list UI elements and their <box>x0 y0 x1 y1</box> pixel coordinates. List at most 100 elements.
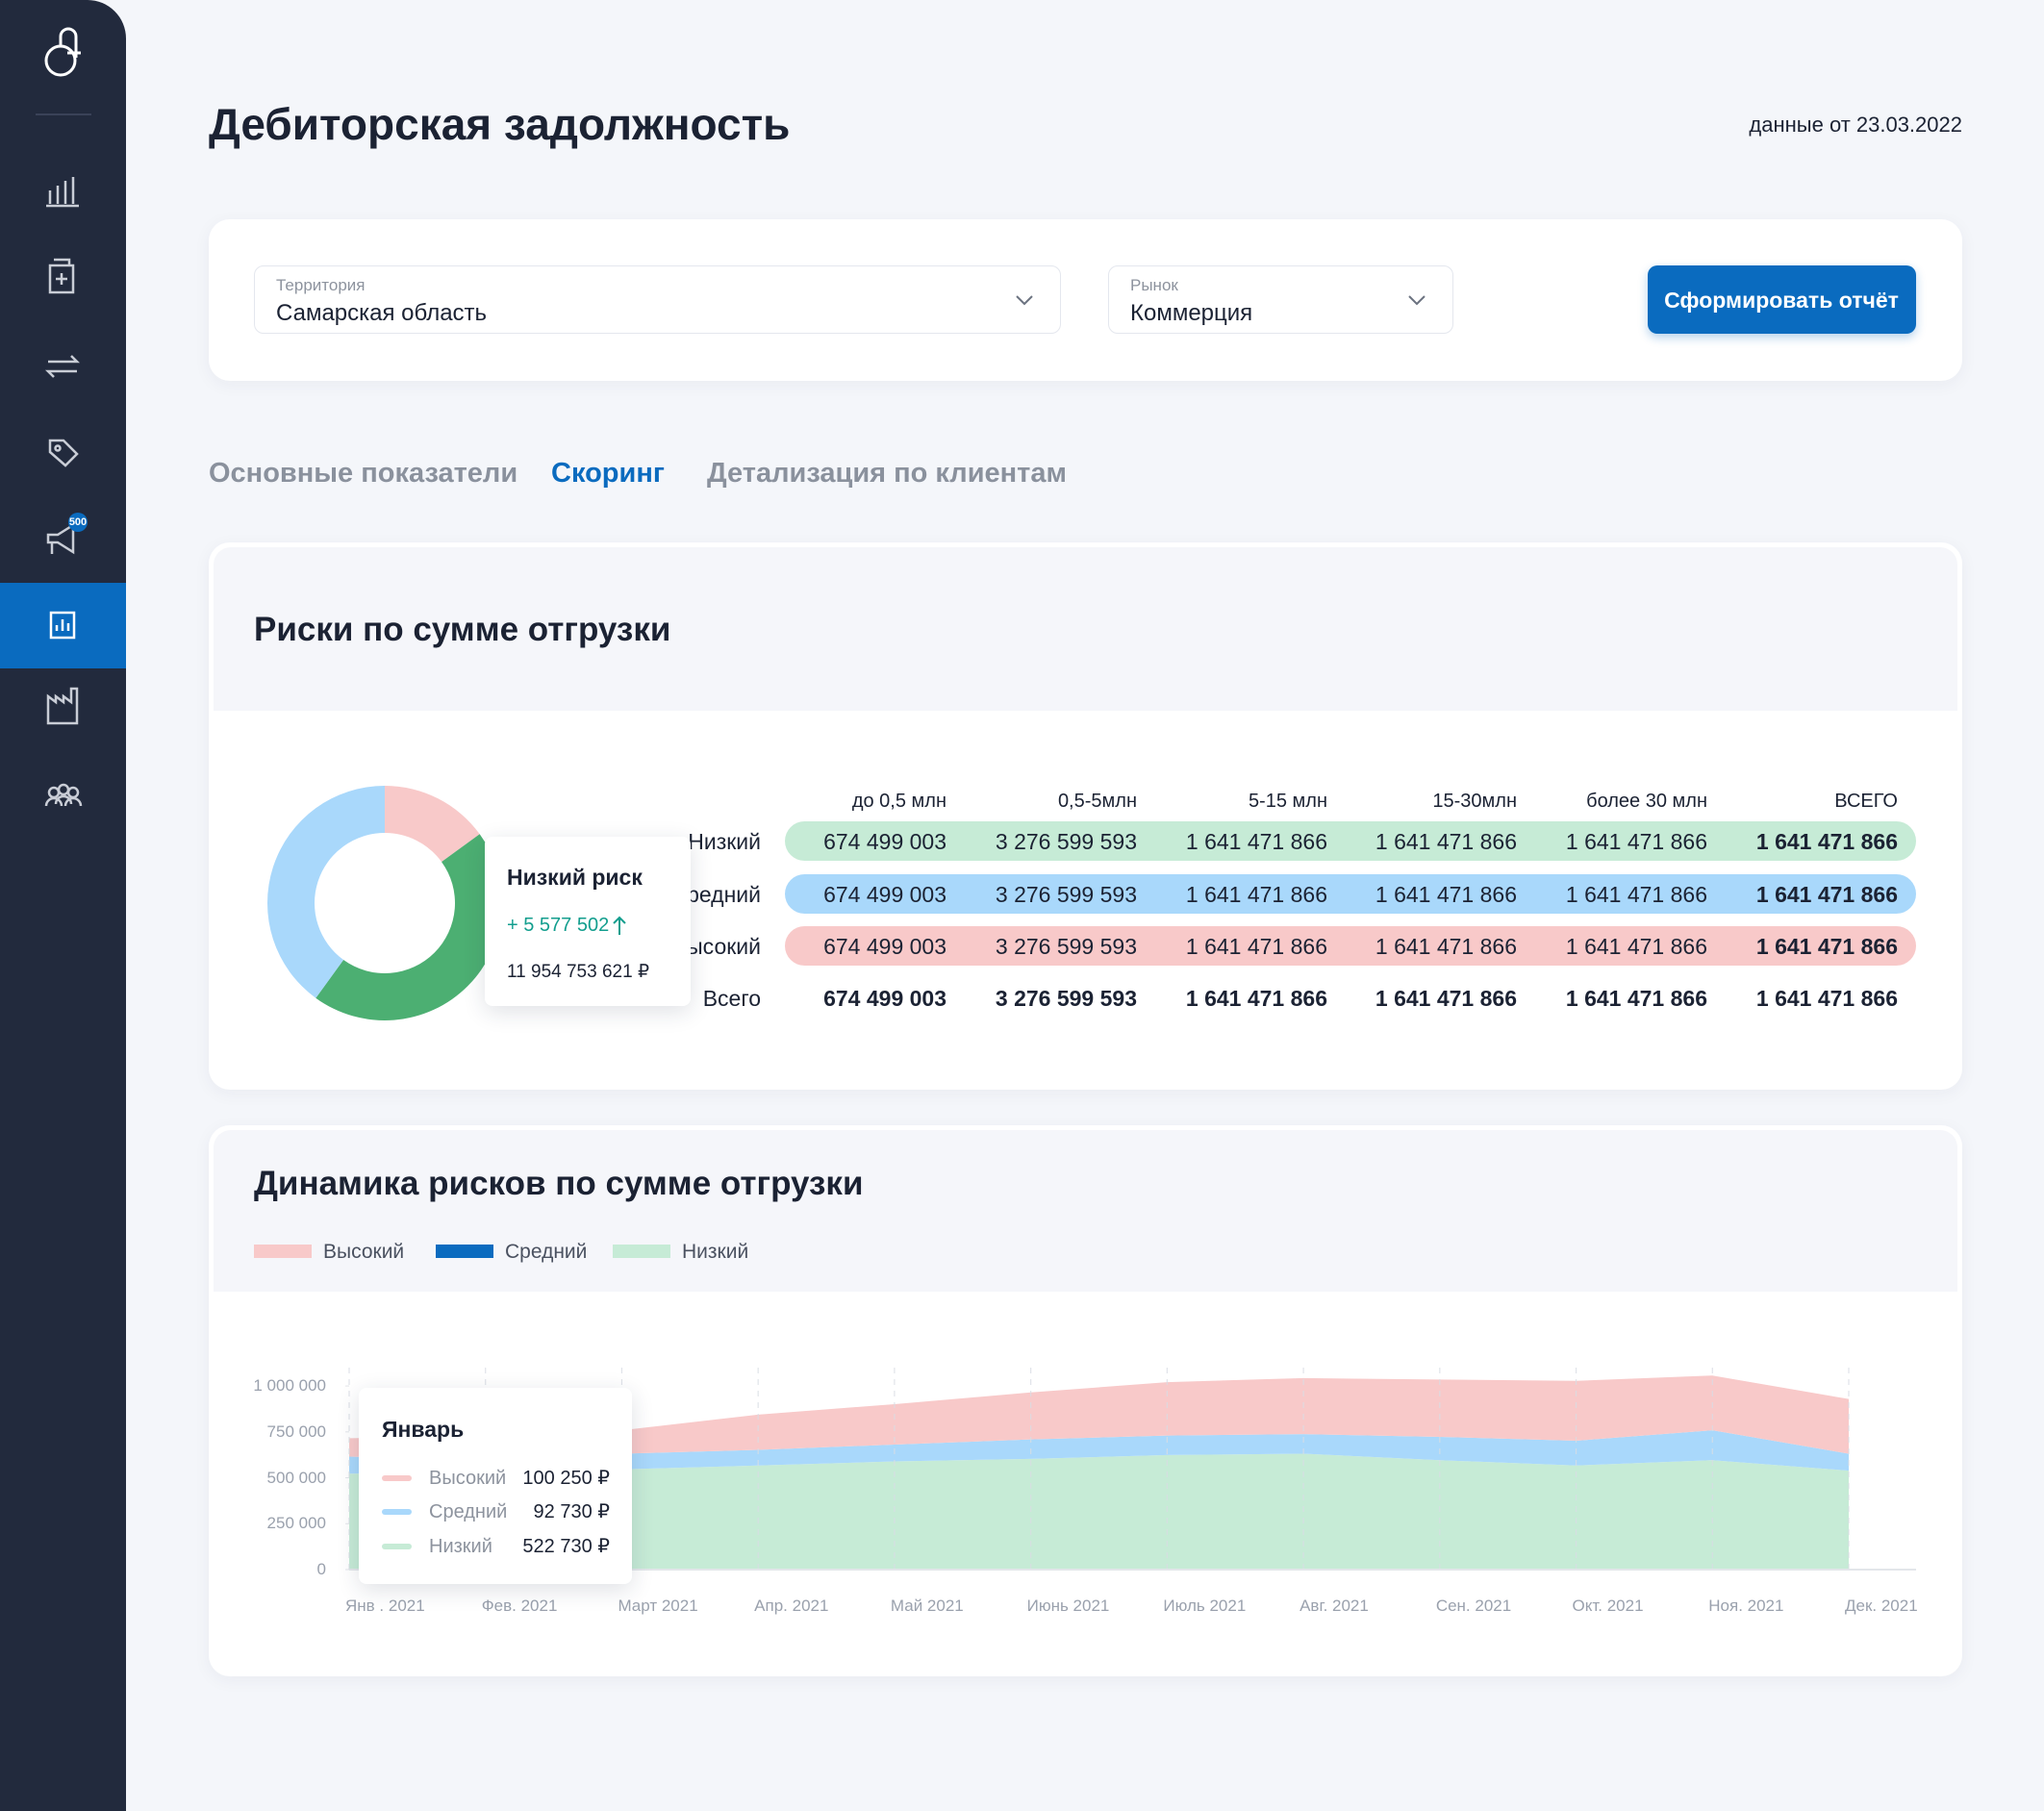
cell: 1 641 471 866 <box>1755 882 1898 907</box>
x-tick-label: Апр. 2021 <box>754 1597 829 1615</box>
select-value: Самарская область <box>276 299 488 326</box>
cell: 1 641 471 866 <box>1565 986 1707 1011</box>
x-tick-label: Дек. 2021 <box>1845 1597 1918 1615</box>
legend-label: Высокий <box>323 1240 405 1263</box>
column-header: ВСЕГО <box>1834 791 1898 812</box>
legend-swatch <box>254 1245 312 1258</box>
tooltip-swatch <box>382 1544 412 1549</box>
x-tick-label: Окт. 2021 <box>1572 1597 1644 1615</box>
cell: 1 641 471 866 <box>1185 986 1327 1011</box>
tooltip-swatch <box>382 1475 412 1481</box>
cell: 1 641 471 866 <box>1755 829 1898 854</box>
icon-charts[interactable] <box>46 177 79 208</box>
tab[interactable]: Детализация по клиентам <box>707 458 1067 489</box>
row-label: Низкий <box>688 829 761 854</box>
tooltip-change: + 5 577 502 <box>507 915 610 936</box>
tooltip-swatch <box>382 1509 412 1515</box>
cell: 1 641 471 866 <box>1185 882 1327 907</box>
x-tick-label: Сен. 2021 <box>1435 1597 1512 1615</box>
button[interactable] <box>1648 265 1916 334</box>
tooltip-value: 100 250 ₽ <box>522 1468 610 1489</box>
sidebar: 500 <box>0 0 126 1811</box>
select[interactable] <box>254 265 1061 334</box>
icon-scoring[interactable] <box>49 611 76 640</box>
cell: 674 499 003 <box>823 934 946 959</box>
legend-swatch <box>613 1245 670 1258</box>
row-pill <box>785 874 1916 914</box>
tab[interactable]: Основные показатели <box>209 458 518 489</box>
icon-tag[interactable] <box>48 439 79 467</box>
page-title: Дебиторская задолжность <box>209 99 791 149</box>
select-label: Территория <box>276 276 366 294</box>
button-label[interactable]: Сформировать отчёт <box>1664 288 1899 313</box>
cell: 674 499 003 <box>823 882 946 907</box>
row-pill <box>785 821 1916 861</box>
icon-meds[interactable] <box>48 258 75 294</box>
tab[interactable]: Скоринг <box>551 458 665 489</box>
x-tick-label: Июнь 2021 <box>1026 1597 1110 1615</box>
column-header: 15-30млн <box>1432 791 1517 812</box>
cell: 1 641 471 866 <box>1565 882 1707 907</box>
column-header: до 0,5 млн <box>851 791 946 812</box>
badge <box>68 513 88 532</box>
cell: 3 276 599 593 <box>995 829 1137 854</box>
arrow-up <box>612 915 627 936</box>
x-tick-label: Март 2021 <box>618 1597 698 1615</box>
x-tick-label: Янв . 2021 <box>345 1597 425 1615</box>
row-pill <box>785 926 1916 966</box>
x-tick-label: Май 2021 <box>890 1597 964 1615</box>
row-label: Всего <box>702 986 761 1011</box>
y-tick-label: 1 000 000 <box>253 1376 326 1396</box>
cell: 3 276 599 593 <box>995 934 1137 959</box>
tooltip <box>485 837 691 1006</box>
select-value: Коммерция <box>1130 299 1253 326</box>
cell: 1 641 471 866 <box>1375 829 1517 854</box>
risk-card <box>209 542 1962 1090</box>
select-label: Рынок <box>1130 276 1178 294</box>
tooltip-value: 92 730 ₽ <box>533 1501 610 1522</box>
data-date: данные от 23.03.2022 <box>1749 112 1962 137</box>
cell: 1 641 471 866 <box>1375 934 1517 959</box>
y-tick-label: 250 000 <box>266 1514 326 1533</box>
cell: 3 276 599 593 <box>995 882 1137 907</box>
cell: 674 499 003 <box>823 986 946 1011</box>
card-title: Риски по сумме отгрузки <box>254 611 671 648</box>
icon-promo[interactable] <box>46 522 75 555</box>
legend-swatch <box>436 1245 493 1258</box>
cell: 1 641 471 866 <box>1565 829 1707 854</box>
cell: 1 641 471 866 <box>1565 934 1707 959</box>
column-header: 0,5-5млн <box>1057 791 1137 812</box>
card-header <box>214 547 1957 711</box>
column-header: более 30 млн <box>1586 791 1707 812</box>
icon-transfer[interactable] <box>44 355 81 378</box>
tooltip-title: Низкий риск <box>507 865 643 890</box>
y-tick-label: 500 000 <box>266 1468 326 1487</box>
legend-label: Средний <box>505 1240 588 1263</box>
cell: 1 641 471 866 <box>1755 934 1898 959</box>
y-tick-label: 0 <box>316 1560 326 1578</box>
badge-text: 500 <box>69 516 87 528</box>
x-tick-label: Фев. 2021 <box>481 1597 558 1615</box>
legend-label: Низкий <box>682 1240 749 1263</box>
cell: 1 641 471 866 <box>1755 986 1898 1011</box>
x-tick-label: Ноя. 2021 <box>1708 1597 1784 1615</box>
cell: 1 641 471 866 <box>1375 986 1517 1011</box>
icon-factory[interactable] <box>46 687 79 725</box>
chevron <box>1407 290 1426 310</box>
sidebar-icons: 500 <box>0 27 126 807</box>
cell: 674 499 003 <box>823 829 946 854</box>
logo <box>44 27 81 77</box>
cell: 1 641 471 866 <box>1185 934 1327 959</box>
chevron <box>1015 290 1034 310</box>
x-tick-label: Июль 2021 <box>1163 1597 1247 1615</box>
cell: 1 641 471 866 <box>1375 882 1517 907</box>
tooltip-value: 522 730 ₽ <box>522 1536 610 1557</box>
column-header: 5-15 млн <box>1248 791 1327 812</box>
select[interactable] <box>1108 265 1453 334</box>
card-header <box>214 1130 1957 1292</box>
cell: 1 641 471 866 <box>1185 829 1327 854</box>
icon-team[interactable] <box>47 786 61 799</box>
y-tick-label: 750 000 <box>266 1421 326 1441</box>
tooltip-title: Январь <box>382 1417 465 1442</box>
